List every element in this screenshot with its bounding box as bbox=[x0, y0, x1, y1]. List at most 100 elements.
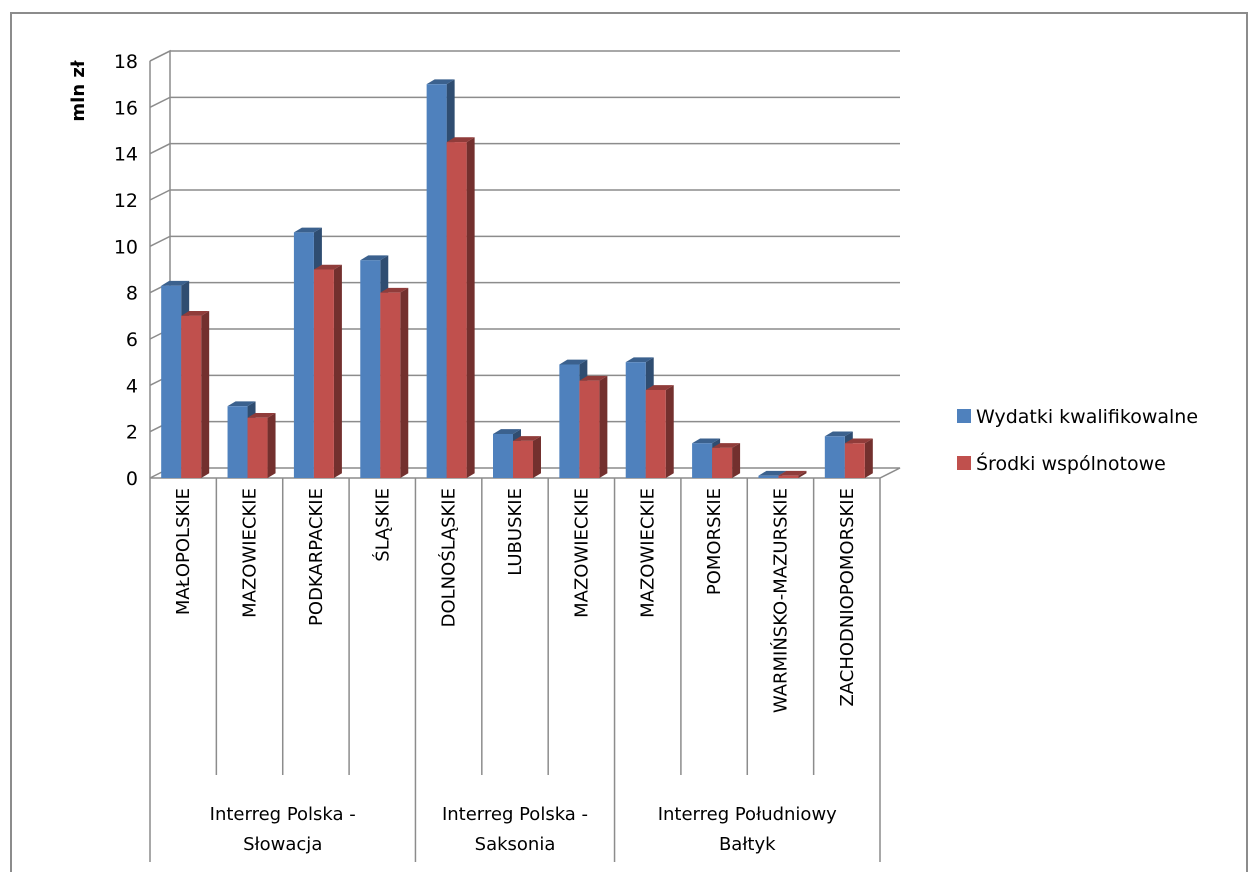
bar-side bbox=[798, 470, 807, 478]
bar-front bbox=[380, 292, 401, 478]
category-label: POMORSKIE bbox=[704, 488, 725, 595]
legend-entry: Wydatki kwalifikowalne bbox=[976, 406, 1198, 428]
legend-swatch bbox=[957, 409, 971, 423]
bar-side bbox=[732, 443, 741, 478]
y-tick-label: 14 bbox=[114, 144, 138, 166]
y-tick-label: 16 bbox=[114, 97, 138, 119]
bar-srodki bbox=[313, 264, 342, 478]
bar-top bbox=[758, 470, 787, 476]
bar-top bbox=[513, 436, 541, 441]
y-tick-label: 12 bbox=[114, 190, 138, 212]
bar-srodki bbox=[181, 311, 210, 478]
category-label: MAZOWIECKIE bbox=[571, 488, 592, 618]
bar-front bbox=[293, 232, 314, 478]
bar-front bbox=[559, 364, 580, 478]
bar-top bbox=[645, 385, 674, 390]
group-label: Słowacja bbox=[243, 834, 322, 855]
y-tick-label: 10 bbox=[114, 236, 138, 258]
bar-side bbox=[333, 264, 342, 478]
category-label: MAZOWIECKIE bbox=[638, 488, 659, 618]
bar-top bbox=[380, 287, 409, 293]
bar-top bbox=[161, 280, 190, 286]
bar-top bbox=[360, 255, 389, 261]
bar-top bbox=[824, 431, 853, 437]
y-tick-label: 0 bbox=[126, 468, 138, 490]
bar-top bbox=[625, 357, 654, 363]
y-tick-label: 2 bbox=[126, 422, 138, 444]
gridline bbox=[149, 96, 900, 109]
bar-front bbox=[579, 380, 600, 478]
group-label: Interreg Polska - bbox=[442, 804, 588, 825]
y-tick-label: 6 bbox=[126, 329, 138, 351]
bar-top bbox=[712, 443, 741, 448]
bar-srodki bbox=[446, 137, 475, 479]
bar-front bbox=[161, 285, 182, 478]
bar-top bbox=[313, 264, 342, 270]
bar-srodki bbox=[645, 385, 674, 478]
bar-top bbox=[844, 438, 873, 444]
group-label: Saksonia bbox=[475, 834, 556, 855]
bar-front bbox=[493, 433, 513, 478]
bar-front bbox=[360, 260, 381, 478]
bar-srodki bbox=[513, 436, 541, 478]
bar-srodki bbox=[778, 470, 807, 478]
bar-side bbox=[267, 412, 276, 478]
legend-swatch bbox=[957, 456, 971, 470]
y-tick-label: 4 bbox=[126, 375, 138, 397]
gridline bbox=[149, 235, 900, 248]
bar-side bbox=[533, 436, 541, 478]
bar-front bbox=[692, 443, 713, 478]
bar-front bbox=[513, 440, 533, 478]
gridline bbox=[149, 374, 900, 387]
y-axis-label: mln zł bbox=[68, 59, 89, 121]
bar-front bbox=[625, 362, 646, 478]
y-tick-label: 18 bbox=[114, 51, 138, 73]
gridline bbox=[149, 281, 900, 294]
bar-front bbox=[758, 475, 779, 478]
category-label: PODKARPACKIE bbox=[306, 488, 327, 626]
category-label: MAZOWIECKIE bbox=[240, 488, 261, 618]
bar-side bbox=[201, 311, 210, 478]
gridline bbox=[149, 50, 900, 62]
bar-top bbox=[247, 412, 276, 418]
category-label: ŚLĄSKIE bbox=[371, 488, 393, 562]
legend-entry: Środki wspólnotowe bbox=[976, 451, 1166, 475]
group-label: Bałtyk bbox=[719, 834, 776, 855]
bar-front bbox=[824, 436, 845, 478]
bar-front bbox=[426, 84, 447, 479]
bar-front bbox=[712, 447, 733, 478]
bar-srodki bbox=[247, 412, 276, 478]
gridline bbox=[149, 328, 900, 340]
bar-srodki bbox=[579, 375, 608, 478]
bar-srodki bbox=[712, 443, 741, 478]
category-label: DOLNOŚLĄSKIE bbox=[438, 488, 460, 627]
bar-side bbox=[665, 385, 674, 478]
bar-front bbox=[247, 417, 268, 478]
bar-top bbox=[446, 137, 475, 143]
bar-front bbox=[227, 406, 248, 478]
y-tick-label: 8 bbox=[126, 283, 138, 305]
bar-top bbox=[227, 401, 256, 407]
bar-top bbox=[493, 429, 521, 434]
bar-top bbox=[293, 227, 322, 233]
bar-front bbox=[181, 315, 202, 478]
bar-top bbox=[579, 375, 608, 381]
bar-front bbox=[844, 443, 865, 478]
bar-front bbox=[446, 142, 467, 479]
gridline bbox=[149, 189, 900, 201]
group-label: Interreg Południowy bbox=[658, 804, 837, 825]
group-label: Interreg Polska - bbox=[210, 804, 356, 825]
bar-top bbox=[778, 470, 807, 476]
category-label: WARMIŃSKO-MAZURSKIE bbox=[769, 488, 791, 713]
gridline bbox=[149, 142, 900, 155]
bar-srodki bbox=[380, 287, 409, 478]
bar-top bbox=[559, 359, 588, 365]
bar-side bbox=[466, 137, 475, 479]
bar-side bbox=[599, 375, 608, 478]
category-label: ZACHODNIOPOMORSKIE bbox=[837, 488, 858, 707]
category-label: MAŁOPOLSKIE bbox=[173, 488, 194, 615]
bar-top bbox=[692, 438, 721, 444]
bar-front bbox=[645, 389, 666, 478]
bar-srodki bbox=[844, 438, 873, 478]
